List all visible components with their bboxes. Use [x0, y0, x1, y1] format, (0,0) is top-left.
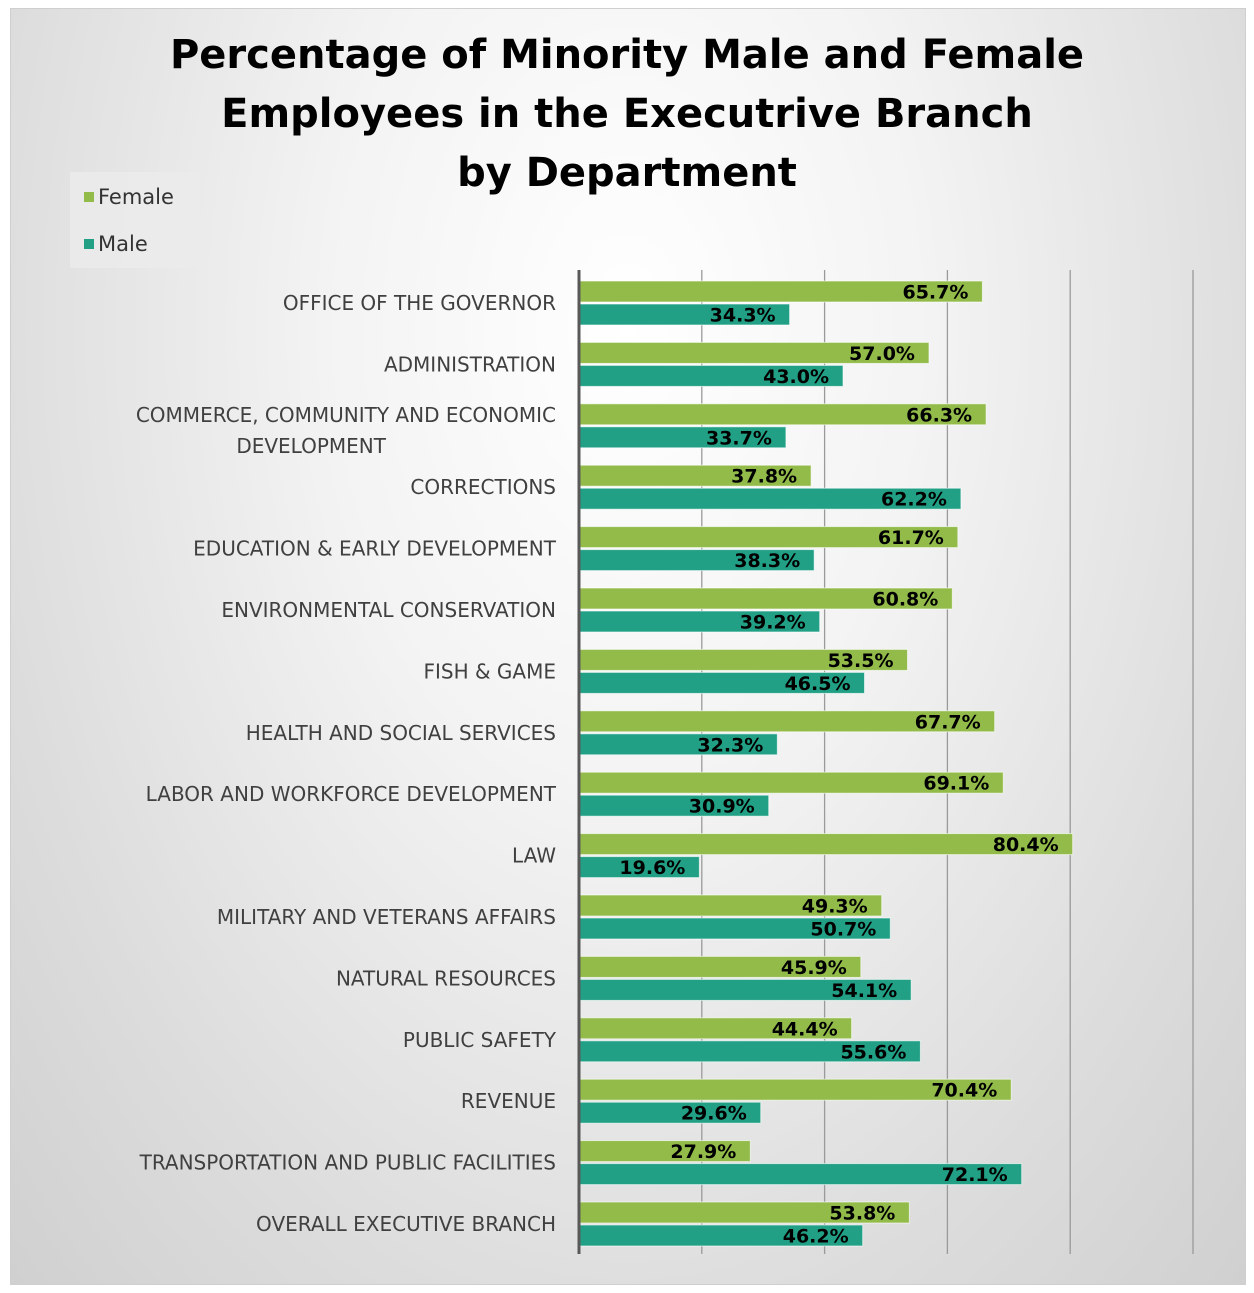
legend-label-female: Female: [98, 185, 174, 209]
legend-swatch-female: [84, 192, 94, 202]
data-label: 60.8%: [872, 589, 938, 611]
category-labels: OFFICE OF THE GOVERNOR ADMINISTRATION COMM…: [136, 291, 557, 1236]
bars: [578, 280, 1074, 1247]
data-label: 54.1%: [831, 980, 897, 1002]
value-labels: 65.7% 34.3% 57.0% 43.0% 66.3% 33.7% 37.8% 62.2%…: [619, 282, 1058, 1248]
data-label: 30.9%: [689, 796, 755, 818]
category-label: OFFICE OF THE GOVERNOR: [283, 291, 556, 315]
data-label: 29.6%: [681, 1103, 747, 1125]
category-label: LABOR AND WORKFORCE DEVELOPMENT: [146, 782, 557, 806]
category-label: CORRECTIONS: [410, 475, 556, 499]
data-label: 33.7%: [706, 427, 772, 449]
legend-item-female: Female: [84, 182, 174, 212]
category-label: PUBLIC SAFETY: [403, 1028, 557, 1052]
legend-label-male: Male: [98, 232, 148, 256]
chart-area: [10, 8, 1246, 1285]
category-label: ADMINISTRATION: [384, 352, 556, 376]
legend-swatch-male: [84, 239, 94, 249]
data-label: 46.5%: [785, 673, 851, 695]
category-label: COMMERCE, COMMUNITY AND ECONOMIC: [136, 403, 556, 427]
data-label: 49.3%: [802, 896, 868, 918]
data-label: 55.6%: [840, 1041, 906, 1063]
data-label: 46.2%: [783, 1226, 849, 1248]
data-label: 38.3%: [734, 550, 800, 572]
category-label: EDUCATION & EARLY DEVELOPMENT: [193, 537, 557, 561]
category-label: HEALTH AND SOCIAL SERVICES: [246, 721, 556, 745]
data-label: 50.7%: [810, 919, 876, 941]
data-label: 80.4%: [993, 834, 1059, 856]
data-label: 57.0%: [849, 343, 915, 365]
data-label: 44.4%: [772, 1018, 838, 1040]
data-label: 19.6%: [619, 857, 685, 879]
data-label: 53.5%: [828, 650, 894, 672]
data-label: 65.7%: [902, 282, 968, 304]
data-label: 37.8%: [731, 466, 797, 488]
data-label: 67.7%: [915, 711, 981, 733]
data-label: 32.3%: [697, 734, 763, 756]
data-label: 39.2%: [740, 612, 806, 634]
category-label: NATURAL RESOURCES: [336, 966, 556, 990]
data-label: 45.9%: [781, 957, 847, 979]
category-label: REVENUE: [461, 1089, 556, 1113]
data-label: 72.1%: [942, 1164, 1008, 1186]
category-label: ENVIRONMENTAL CONSERVATION: [221, 598, 556, 622]
data-label: 27.9%: [670, 1141, 736, 1163]
data-label: 66.3%: [906, 404, 972, 426]
legend: Female Male: [70, 172, 200, 268]
data-label: 70.4%: [931, 1080, 997, 1102]
category-label-line2: DEVELOPMENT: [236, 434, 386, 458]
data-label: 69.1%: [923, 773, 989, 795]
data-label: 61.7%: [878, 527, 944, 549]
data-label: 34.3%: [710, 305, 776, 327]
chart-title: Percentage of Minority Male and Female E…: [169, 32, 1085, 196]
category-label: FISH & GAME: [423, 659, 556, 683]
category-label: LAW: [512, 844, 556, 868]
category-label: OVERALL EXECUTIVE BRANCH: [256, 1212, 556, 1236]
data-label: 53.8%: [829, 1203, 895, 1225]
legend-item-male: Male: [84, 229, 148, 259]
data-label: 62.2%: [881, 489, 947, 511]
category-label: MILITARY AND VETERANS AFFAIRS: [217, 905, 556, 929]
category-label: TRANSPORTATION AND PUBLIC FACILITIES: [139, 1151, 556, 1175]
data-label: 43.0%: [763, 366, 829, 388]
